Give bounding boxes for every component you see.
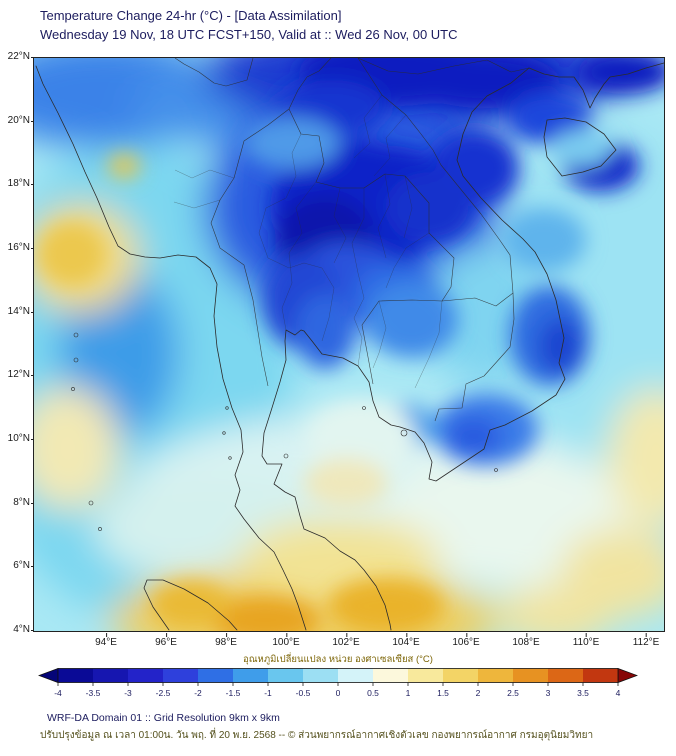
temperature-field — [34, 58, 664, 631]
colorbar-tick: -3.5 — [85, 688, 101, 698]
xtick-label: 110°E — [572, 633, 600, 648]
map-frame — [33, 57, 665, 632]
ytick-label: 12°N — [7, 369, 36, 380]
border-china-vietnam — [357, 58, 530, 75]
colorbar-tick: 2 — [475, 688, 481, 698]
xtick-label: 100°E — [272, 633, 300, 648]
colorbar-left-arrow — [38, 668, 59, 684]
ytick-label: 20°N — [7, 115, 36, 126]
ytick-label: 22°N — [7, 51, 36, 62]
xtick-label: 96°E — [155, 633, 177, 648]
xtick-label: 94°E — [95, 633, 117, 648]
xtick-label: 112°E — [632, 633, 660, 648]
ytick-label: 4°N — [13, 624, 35, 635]
colorbar-tick: -2.5 — [155, 688, 171, 698]
coastline-sumatra — [143, 579, 238, 631]
border-thailand-myanmar — [210, 108, 290, 387]
footer-domain-info: WRF-DA Domain 01 :: Grid Resolution 9km … — [47, 712, 280, 724]
map-title: Temperature Change 24-hr (°C) - [Data As… — [40, 8, 342, 23]
coastlines — [35, 62, 664, 631]
islands — [71, 332, 498, 531]
xtick-label: 106°E — [452, 633, 480, 648]
colorbar-tick: -4 — [54, 688, 62, 698]
map-canvas — [34, 58, 664, 631]
xtick-label: 104°E — [392, 633, 420, 648]
colorbar: อุณหภูมิเปลี่ยนแปลง หน่วย องศาเซลเซียส (… — [38, 652, 638, 702]
coastline-china — [528, 62, 664, 109]
border-laos-vietnam-cambodia — [357, 58, 515, 422]
colorbar-tick: -1 — [264, 688, 272, 698]
ytick-label: 6°N — [13, 560, 35, 571]
province-borders — [173, 94, 443, 389]
coastline-hainan — [543, 117, 617, 177]
colorbar-tick: 2.5 — [507, 688, 519, 698]
xtick-label: 102°E — [332, 633, 360, 648]
colorbar-tick: 1.5 — [437, 688, 449, 698]
ytick-label: 8°N — [13, 497, 35, 508]
ytick-label: 16°N — [7, 242, 36, 253]
colorbar-tick: 1 — [405, 688, 411, 698]
coastline-mainland-east — [261, 67, 566, 631]
colorbar-segments — [38, 668, 638, 684]
colorbar-tick: 0.5 — [367, 688, 379, 698]
border-laos-cambodia — [441, 292, 514, 307]
colorbar-tick: -1.5 — [225, 688, 241, 698]
longitude-axis: 94°E 96°E 98°E 100°E 102°E 104°E 106°E 1… — [34, 633, 664, 650]
border-myanmar-laos — [288, 58, 332, 110]
footer-credit: ปรับปรุงข้อมูล ณ เวลา 01:00น. วัน พฤ. ที… — [40, 730, 594, 741]
colorbar-tickmarks — [57, 682, 619, 686]
colorbar-bar — [38, 668, 638, 686]
colorbar-label: อุณหภูมิเปลี่ยนแปลง หน่วย องศาเซลเซียส (… — [243, 654, 433, 665]
colorbar-tick: -2 — [194, 688, 202, 698]
border-myanmar-china — [174, 58, 254, 87]
colorbar-tick: -3 — [124, 688, 132, 698]
colorbar-tick: -0.5 — [295, 688, 311, 698]
latitude-axis: 22°N 20°N 18°N 16°N 14°N 12°N 10°N 8°N 6… — [0, 51, 36, 635]
ytick-label: 18°N — [7, 178, 36, 189]
colorbar-tick: 0 — [335, 688, 341, 698]
colorbar-right-arrow — [617, 668, 638, 684]
colorbar-tick: 3.5 — [577, 688, 589, 698]
coastline-mainland-west — [35, 65, 307, 631]
colorbar-tick-labels: -4 -3.5 -3 -2.5 -2 -1.5 -1 -0.5 0 0.5 1 … — [38, 688, 638, 700]
ytick-label: 10°N — [7, 433, 36, 444]
xtick-label: 108°E — [512, 633, 540, 648]
colorbar-tick: 3 — [545, 688, 551, 698]
colorbar-tick: 4 — [615, 688, 621, 698]
map-subtitle: Wednesday 19 Nov, 18 UTC FCST+150, Valid… — [40, 27, 458, 42]
xtick-label: 98°E — [215, 633, 237, 648]
ytick-label: 14°N — [7, 306, 36, 317]
